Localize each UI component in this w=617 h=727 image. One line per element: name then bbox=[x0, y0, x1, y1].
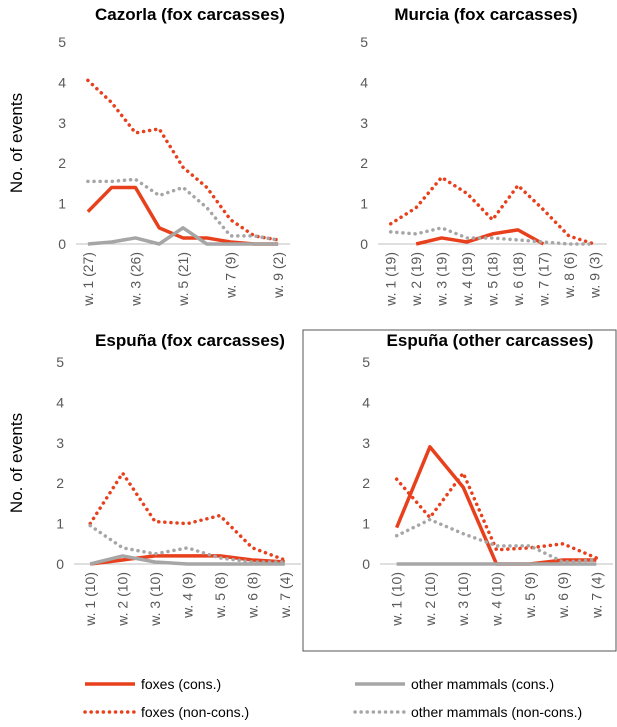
x-tick-label: w. 5 (18) bbox=[485, 252, 501, 307]
x-tick-label: w. 6 (9) bbox=[555, 572, 571, 619]
y-tick-label: 2 bbox=[362, 475, 370, 491]
x-tick-label: w. 1 (10) bbox=[82, 572, 98, 627]
x-tick-label: w. 1 (27) bbox=[80, 252, 96, 307]
y-tick-label: 0 bbox=[360, 236, 368, 252]
x-tick-label: w. 9 (3) bbox=[586, 252, 602, 299]
x-tick-label: w. 3 (10) bbox=[455, 572, 471, 627]
series-line bbox=[394, 517, 599, 564]
series-line bbox=[388, 226, 597, 246]
y-tick-label: 4 bbox=[362, 394, 370, 410]
legend-label: other mammals (non-cons.) bbox=[411, 704, 582, 720]
x-tick-label: w. 6 (18) bbox=[510, 252, 526, 307]
legend-label: foxes (non-cons.) bbox=[141, 704, 249, 720]
x-tick-label: w. 9 (2) bbox=[270, 252, 286, 299]
y-tick-label: 3 bbox=[58, 115, 66, 131]
x-tick-label: w. 2 (10) bbox=[115, 572, 131, 627]
x-tick-label: w. 7 (17) bbox=[535, 252, 551, 307]
x-tick-label: w. 4 (9) bbox=[180, 572, 196, 619]
x-tick-label: w. 7 (4) bbox=[277, 572, 293, 619]
y-tick-label: 4 bbox=[360, 74, 368, 90]
x-tick-label: w. 5 (21) bbox=[175, 252, 191, 307]
x-tick-label: w. 2 (10) bbox=[422, 572, 438, 627]
y-tick-label: 5 bbox=[56, 354, 64, 370]
x-tick-label: w. 7 (4) bbox=[588, 572, 604, 619]
series-line bbox=[388, 175, 597, 246]
series-line bbox=[88, 469, 287, 562]
chart-title: Murcia (fox carcasses) bbox=[394, 5, 577, 24]
x-tick-label: w. 3 (10) bbox=[147, 572, 163, 627]
y-tick-label: 0 bbox=[56, 556, 64, 572]
chart-title: Espuña (fox carcasses) bbox=[95, 331, 285, 350]
series-line bbox=[88, 523, 287, 564]
series-line bbox=[89, 554, 285, 566]
series-line bbox=[89, 554, 285, 566]
y-tick-label: 1 bbox=[56, 516, 64, 532]
y-tick-label: 4 bbox=[58, 74, 66, 90]
x-tick-label: w. 6 (8) bbox=[244, 572, 260, 619]
x-tick-label: w. 5 (9) bbox=[522, 572, 538, 619]
y-tick-label: 3 bbox=[360, 115, 368, 131]
series-line bbox=[86, 177, 280, 242]
x-tick-label: w. 4 (19) bbox=[459, 252, 475, 307]
y-tick-label: 0 bbox=[58, 236, 66, 252]
y-axis-label: No. of events bbox=[7, 413, 26, 513]
y-tick-label: 2 bbox=[56, 475, 64, 491]
y-tick-label: 3 bbox=[56, 435, 64, 451]
x-tick-label: w. 3 (19) bbox=[434, 252, 450, 307]
x-tick-label: w. 2 (19) bbox=[408, 252, 424, 307]
y-tick-label: 5 bbox=[58, 34, 66, 50]
y-tick-label: 2 bbox=[360, 155, 368, 171]
x-tick-label: w. 3 (26) bbox=[127, 252, 143, 307]
chart-title: Cazorla (fox carcasses) bbox=[95, 5, 285, 24]
y-axis-label: No. of events bbox=[7, 93, 26, 193]
x-tick-label: w. 1 (10) bbox=[389, 572, 405, 627]
y-tick-label: 1 bbox=[362, 516, 370, 532]
series-line bbox=[394, 469, 599, 560]
x-tick-label: w. 5 (8) bbox=[212, 572, 228, 619]
y-tick-label: 5 bbox=[362, 354, 370, 370]
x-tick-label: w. 8 (6) bbox=[561, 252, 577, 299]
x-tick-label: w. 4 (10) bbox=[489, 572, 505, 627]
chart-title: Espuña (other carcasses) bbox=[387, 331, 594, 350]
y-tick-label: 3 bbox=[362, 435, 370, 451]
series-line bbox=[86, 78, 280, 242]
panel-border bbox=[302, 329, 617, 652]
legend-label: other mammals (cons.) bbox=[411, 676, 554, 692]
y-tick-label: 1 bbox=[58, 196, 66, 212]
y-tick-label: 0 bbox=[362, 556, 370, 572]
y-tick-label: 5 bbox=[360, 34, 368, 50]
x-tick-label: w. 1 (19) bbox=[383, 252, 399, 307]
y-tick-label: 1 bbox=[360, 196, 368, 212]
y-tick-label: 2 bbox=[58, 155, 66, 171]
legend-label: foxes (cons.) bbox=[141, 676, 221, 692]
series-line bbox=[87, 226, 279, 246]
y-tick-label: 4 bbox=[56, 394, 64, 410]
x-tick-label: w. 7 (9) bbox=[223, 252, 239, 299]
